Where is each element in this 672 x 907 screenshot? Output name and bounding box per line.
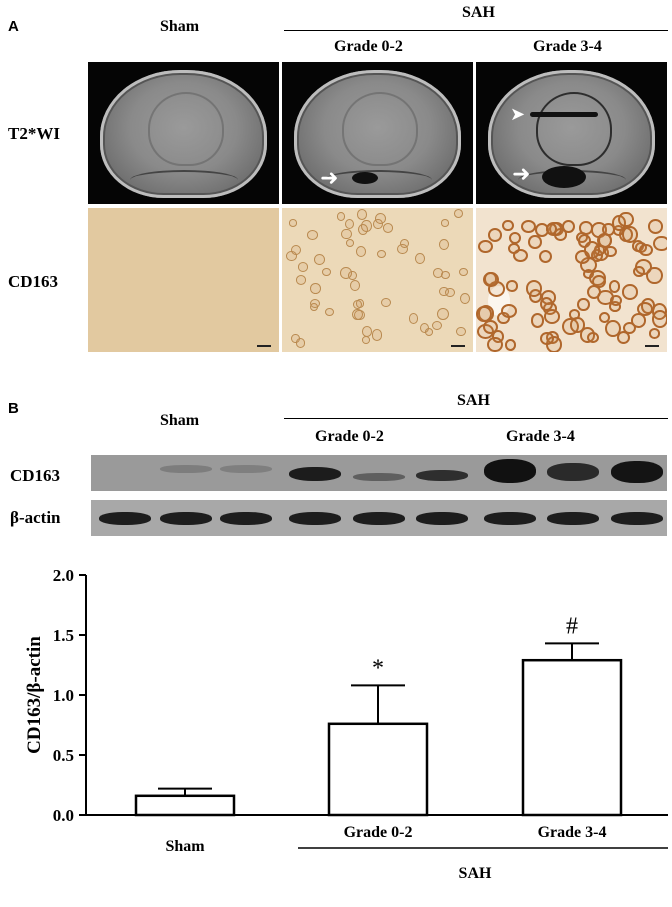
y-tick-label: 2.0	[53, 566, 74, 585]
y-tick-label: 0.5	[53, 746, 74, 765]
bar-chart: 0.0 0.5 1.0 1.5 2.0 CD163/β-actin Sham * Grade 0…	[24, 566, 668, 882]
y-tick-label: 1.5	[53, 626, 74, 645]
panel-a-sah-line	[284, 30, 668, 32]
x-tick-label-0: Sham	[165, 838, 205, 855]
panel-b-grade-0-2-header: Grade 0-2	[315, 428, 384, 445]
y-axis-label: CD163/β-actin	[24, 636, 45, 754]
arrowhead-icon: ➤	[510, 104, 526, 125]
significance-marker-2: #	[566, 613, 578, 639]
panel-b-sah-line	[284, 418, 668, 420]
western-blot-cd163	[91, 455, 667, 491]
western-blot-beta-actin	[91, 500, 667, 536]
panel-b-sah-header: SAH	[457, 392, 490, 409]
panel-a-grade-0-2-header: Grade 0-2	[334, 38, 403, 55]
scale-bar	[645, 345, 659, 347]
significance-marker-1: *	[372, 655, 384, 681]
row-label-cd163: CD163	[8, 272, 59, 291]
bar-1	[327, 722, 429, 817]
panel-b-sham-header: Sham	[160, 412, 200, 429]
y-tick-label: 1.0	[53, 686, 74, 705]
hemorrhage-arrow-icon: ➜	[512, 162, 531, 187]
ihc-image-sham	[88, 208, 279, 352]
panel-a-grade-3-4-header: Grade 3-4	[533, 38, 602, 55]
blot-label-beta-actin: β-actin	[10, 508, 61, 527]
bar-0	[134, 794, 236, 817]
panel-b-letter: B	[8, 400, 19, 417]
panel-b-grade-3-4-header: Grade 3-4	[506, 428, 575, 445]
ihc-image-grade-0-2	[282, 208, 473, 352]
row-label-t2wi: T2*WI	[8, 124, 60, 143]
blot-label-cd163: CD163	[10, 466, 61, 485]
scale-bar	[451, 345, 465, 347]
y-tick-label: 0.0	[53, 806, 74, 825]
bar-2	[521, 658, 623, 817]
panel-a-sah-header: SAH	[462, 4, 495, 21]
panel-a-letter: A	[8, 18, 19, 35]
x-tick-label-1: Grade 0-2	[344, 824, 413, 841]
panel-a-sham-header: Sham	[160, 18, 200, 35]
ihc-image-grade-3-4	[476, 208, 667, 352]
hemorrhage-arrow-icon: ➜	[320, 166, 339, 191]
mri-image-grade-3-4: ➜ ➤	[476, 62, 667, 204]
sah-group-label: SAH	[459, 865, 492, 882]
mri-image-grade-0-2: ➜	[282, 62, 473, 204]
x-tick-label-2: Grade 3-4	[538, 824, 607, 841]
mri-image-sham	[88, 62, 279, 204]
scale-bar	[257, 345, 271, 347]
